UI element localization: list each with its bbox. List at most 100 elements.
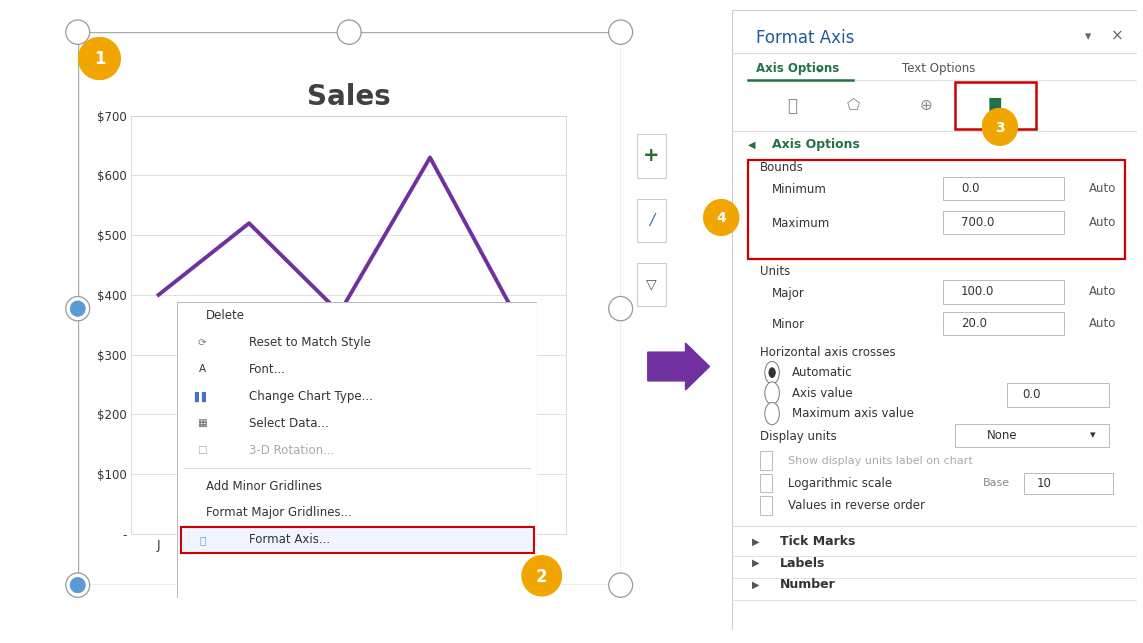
- Circle shape: [79, 37, 120, 80]
- Text: 0.0: 0.0: [961, 182, 980, 195]
- Text: /: /: [649, 213, 654, 228]
- Text: Tick Marks: Tick Marks: [781, 535, 856, 548]
- Text: Base: Base: [983, 478, 1010, 488]
- FancyBboxPatch shape: [943, 312, 1064, 336]
- Text: Minimum: Minimum: [773, 183, 828, 196]
- Text: ×: ×: [1111, 29, 1124, 44]
- Text: ▌▌: ▌▌: [194, 392, 210, 401]
- FancyBboxPatch shape: [637, 134, 666, 177]
- Text: ▶: ▶: [752, 580, 759, 590]
- Text: Maximum axis value: Maximum axis value: [792, 407, 914, 420]
- Text: ▾: ▾: [817, 66, 821, 75]
- Text: Format Major Gridlines...: Format Major Gridlines...: [206, 507, 352, 520]
- Circle shape: [704, 199, 738, 235]
- Title: Sales: Sales: [306, 83, 391, 111]
- Text: ▐▌: ▐▌: [983, 97, 1008, 115]
- Text: Logarithmic scale: Logarithmic scale: [789, 476, 893, 489]
- Text: Axis Options: Axis Options: [773, 138, 860, 151]
- Text: Auto: Auto: [1088, 216, 1116, 229]
- Text: 0.0: 0.0: [1023, 388, 1041, 401]
- Text: Format Axis: Format Axis: [756, 28, 854, 46]
- FancyBboxPatch shape: [943, 211, 1064, 234]
- FancyBboxPatch shape: [760, 474, 773, 493]
- FancyBboxPatch shape: [181, 527, 534, 554]
- Text: 🪣: 🪣: [788, 97, 798, 115]
- Text: Bounds: Bounds: [760, 161, 804, 174]
- Circle shape: [765, 361, 780, 384]
- Circle shape: [522, 556, 561, 596]
- Text: A: A: [199, 365, 206, 374]
- Text: Show display units label on chart: Show display units label on chart: [789, 456, 973, 466]
- Text: 3-D Rotation...: 3-D Rotation...: [249, 444, 335, 457]
- Text: 10: 10: [1037, 476, 1052, 489]
- Circle shape: [70, 577, 86, 593]
- FancyBboxPatch shape: [177, 302, 537, 598]
- Text: Auto: Auto: [1088, 182, 1116, 195]
- FancyBboxPatch shape: [637, 199, 666, 242]
- Text: ⊕: ⊕: [920, 98, 933, 113]
- FancyBboxPatch shape: [954, 82, 1036, 129]
- Text: Horizontal axis crosses: Horizontal axis crosses: [760, 346, 896, 359]
- Text: Maximum: Maximum: [773, 217, 830, 230]
- Text: Format Axis...: Format Axis...: [249, 534, 330, 547]
- Text: 20.0: 20.0: [961, 317, 986, 330]
- Text: ▾: ▾: [1089, 430, 1095, 440]
- FancyBboxPatch shape: [1007, 383, 1109, 407]
- Text: 100.0: 100.0: [961, 285, 994, 298]
- Circle shape: [66, 296, 89, 321]
- Text: Delete: Delete: [206, 309, 245, 322]
- Text: Select Data...: Select Data...: [249, 417, 329, 430]
- FancyBboxPatch shape: [182, 306, 537, 602]
- FancyBboxPatch shape: [943, 280, 1064, 303]
- Text: Axis value: Axis value: [792, 386, 853, 399]
- Text: None: None: [988, 429, 1017, 442]
- Text: Values in reverse order: Values in reverse order: [789, 499, 926, 512]
- FancyBboxPatch shape: [954, 424, 1109, 447]
- Circle shape: [66, 573, 89, 597]
- Text: +: +: [644, 147, 660, 165]
- Circle shape: [66, 20, 89, 44]
- Text: ▶: ▶: [752, 536, 759, 547]
- Circle shape: [337, 573, 361, 597]
- FancyBboxPatch shape: [732, 10, 1137, 630]
- Text: ▦: ▦: [198, 419, 207, 428]
- Circle shape: [609, 20, 632, 44]
- Text: Minor: Minor: [773, 318, 805, 331]
- Text: 2: 2: [536, 568, 547, 586]
- Text: 700.0: 700.0: [961, 216, 994, 229]
- FancyBboxPatch shape: [748, 160, 1125, 259]
- FancyBboxPatch shape: [637, 263, 666, 306]
- Text: 🗠: 🗠: [199, 535, 206, 545]
- Text: □: □: [198, 445, 207, 455]
- FancyBboxPatch shape: [760, 496, 773, 515]
- Circle shape: [609, 296, 632, 321]
- Text: 1: 1: [94, 50, 105, 68]
- Circle shape: [609, 573, 632, 597]
- Text: Add Minor Gridlines: Add Minor Gridlines: [206, 480, 322, 493]
- Circle shape: [765, 382, 780, 404]
- Text: Auto: Auto: [1088, 317, 1116, 330]
- Text: Axis Options: Axis Options: [756, 62, 839, 75]
- Text: Automatic: Automatic: [792, 366, 853, 379]
- Text: ▽: ▽: [646, 278, 657, 291]
- Text: Display units: Display units: [760, 430, 837, 443]
- Circle shape: [769, 368, 775, 377]
- Text: ▾: ▾: [1086, 30, 1092, 43]
- Text: Units: Units: [760, 265, 790, 278]
- Circle shape: [337, 20, 361, 44]
- Text: ▶: ▶: [752, 558, 759, 568]
- Text: 4: 4: [717, 211, 726, 225]
- Circle shape: [70, 301, 86, 316]
- Circle shape: [765, 403, 780, 425]
- Text: Major: Major: [773, 287, 805, 300]
- Text: Auto: Auto: [1088, 285, 1116, 298]
- FancyArrow shape: [648, 343, 710, 390]
- Text: ⬠: ⬠: [847, 98, 860, 113]
- Text: Text Options: Text Options: [902, 62, 975, 75]
- Text: Change Chart Type...: Change Chart Type...: [249, 390, 373, 403]
- Text: Number: Number: [781, 578, 836, 592]
- Text: ◀: ◀: [748, 140, 756, 149]
- FancyBboxPatch shape: [1024, 473, 1113, 494]
- Text: 3: 3: [996, 121, 1005, 134]
- FancyBboxPatch shape: [943, 177, 1064, 200]
